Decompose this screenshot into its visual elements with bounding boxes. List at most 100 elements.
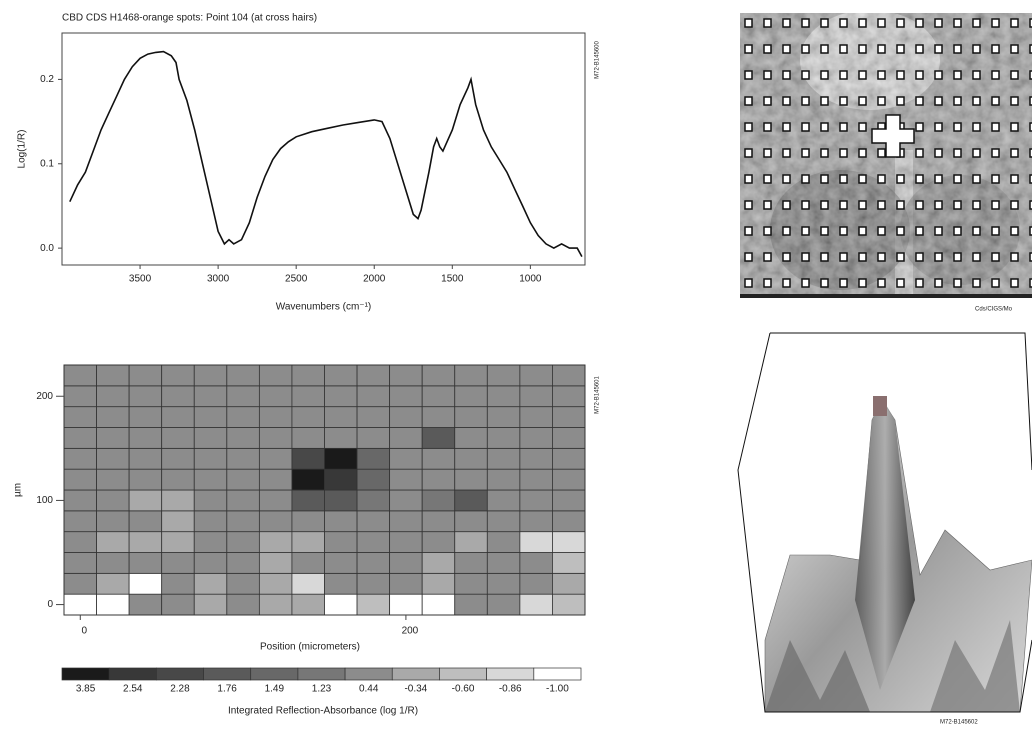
heatmap-cell (421, 531, 456, 553)
heatmap-cell (291, 385, 325, 408)
heatmap-cell (96, 552, 130, 574)
heatmap-cell (258, 531, 293, 553)
heatmap-cell (226, 406, 260, 428)
sample-spot (915, 200, 924, 210)
heatmap-cell (552, 406, 586, 428)
sample-spot (896, 200, 905, 210)
sample-spot (744, 200, 753, 210)
sample-spot (1029, 18, 1032, 28)
heatmap-cell (96, 572, 130, 595)
heatmap-cell (519, 447, 553, 470)
sample-spot (953, 174, 962, 184)
heatmap-cell (193, 468, 228, 491)
heatmap-cell (161, 385, 195, 408)
heatmap-cell (519, 406, 553, 428)
colorbar-tick-label: 1.23 (312, 684, 332, 695)
heatmap-cell (324, 385, 358, 408)
heatmap-cell (291, 552, 325, 574)
surface-peak (855, 398, 915, 690)
heatmap-cell (161, 531, 195, 553)
heatmap-cell (258, 447, 293, 470)
heatmap-cell (226, 593, 260, 616)
sample-spot (839, 174, 848, 184)
heatmap-cell (552, 489, 586, 512)
heatmap-cell (356, 593, 391, 616)
heatmap-cell (356, 489, 391, 512)
sample-spot (1029, 70, 1032, 80)
sample-spot (972, 226, 981, 236)
heatmap-cell (324, 427, 358, 449)
colorbar-swatch (486, 667, 535, 681)
sample-spot (934, 278, 943, 288)
sample-spot (820, 226, 829, 236)
sample-spot (744, 122, 753, 132)
sample-spot (877, 252, 886, 262)
heatmap-cell (63, 593, 97, 616)
colorbar-swatch (533, 667, 582, 681)
heatmap-cell (486, 593, 521, 616)
heatmap-cell (128, 427, 163, 449)
y-tick-label: 100 (36, 495, 53, 506)
heatmap-cell (193, 572, 228, 595)
heatmap-cell (63, 427, 97, 449)
heatmap-cell (389, 489, 423, 512)
sample-spot (839, 44, 848, 54)
colorbar-tick-label: 1.49 (265, 684, 285, 695)
heatmap-cell (519, 593, 553, 616)
heatmap-cell (63, 510, 97, 533)
sample-spot (896, 226, 905, 236)
sample-spot (782, 122, 791, 132)
heatmap-cell (291, 468, 325, 491)
heatmap-cell (258, 572, 293, 595)
heatmap-cell (226, 572, 260, 595)
y-tick-label: 200 (36, 391, 53, 402)
sample-spot (1010, 278, 1019, 288)
sample-spot (972, 200, 981, 210)
heatmap-cell (389, 447, 423, 470)
sample-spot (934, 174, 943, 184)
sample-spot (858, 70, 867, 80)
heatmap-cell (161, 364, 195, 387)
sample-spot (934, 122, 943, 132)
colorbar-tick-label: 3.85 (76, 684, 96, 695)
heatmap-cell (389, 572, 423, 595)
sample-spot (801, 148, 810, 158)
sample-spot (782, 278, 791, 288)
heatmap-cell (63, 531, 97, 553)
heatmap-cell (193, 406, 228, 428)
sample-spot (915, 70, 924, 80)
heatmap-cell (552, 447, 586, 470)
heatmap-cell (486, 510, 521, 533)
sample-spot (801, 18, 810, 28)
sample-spot (877, 70, 886, 80)
sample-spot (915, 226, 924, 236)
x-tick-label: 2000 (363, 274, 386, 285)
y-tick-label: 0.2 (40, 74, 54, 85)
heatmap-cell (193, 531, 228, 553)
heatmap-cell (128, 406, 163, 428)
heatmap-cell (193, 489, 228, 512)
sample-spot (820, 278, 829, 288)
colorbar-tick-label: 0.44 (359, 684, 379, 695)
sample-spot (782, 70, 791, 80)
heatmap-cell (421, 427, 456, 449)
heatmap-cell (193, 510, 228, 533)
sample-spot (763, 96, 772, 106)
sample-spot (1029, 148, 1032, 158)
heatmap-cell (291, 364, 325, 387)
sample-spot (915, 278, 924, 288)
heatmap-cell (519, 552, 553, 574)
sample-spot (953, 70, 962, 80)
heatmap-cell (454, 489, 488, 512)
colorbar-tick-label: 2.28 (170, 684, 190, 695)
scale-bar (740, 294, 1032, 298)
heatmap-cell (226, 447, 260, 470)
sample-spot (972, 122, 981, 132)
heatmap-cell (226, 531, 260, 553)
heatmap-cell (552, 531, 586, 553)
sample-spot (915, 96, 924, 106)
sample-spot (744, 44, 753, 54)
sample-spot (782, 18, 791, 28)
heatmap-cell (356, 572, 391, 595)
heatmap-cell (486, 406, 521, 428)
